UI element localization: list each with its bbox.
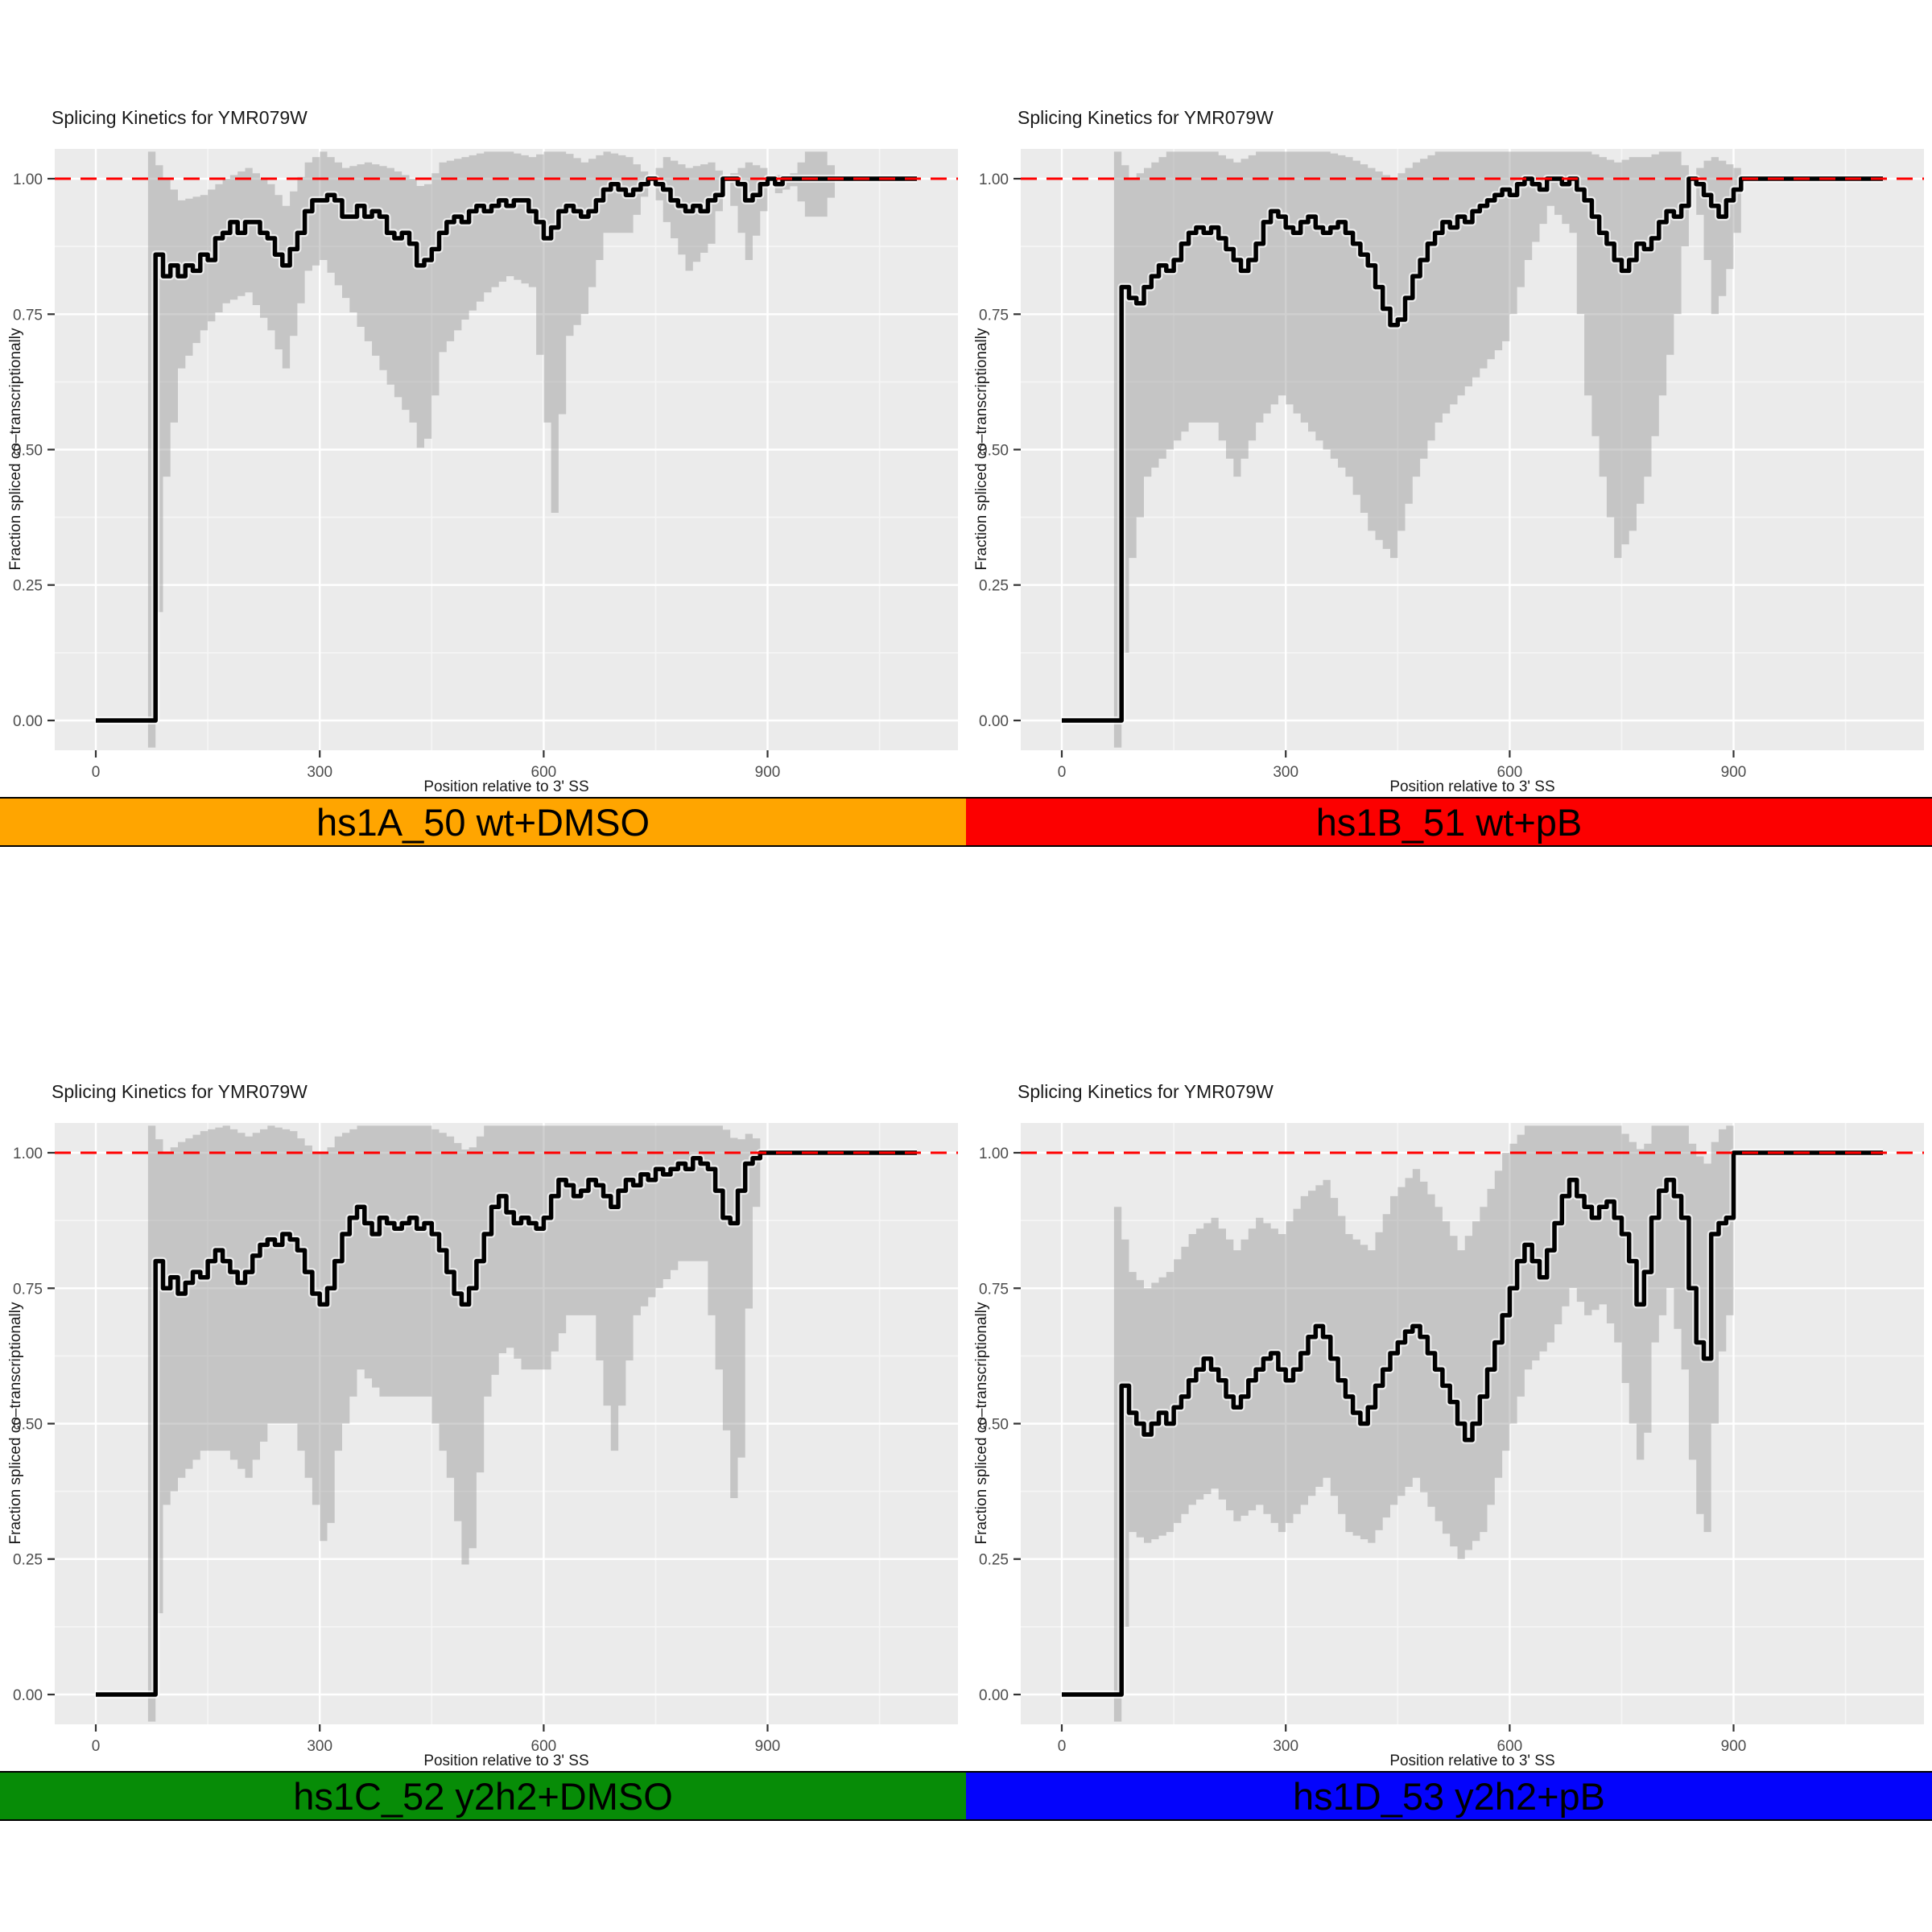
y-axis-label: Fraction spliced co–transcriptionally xyxy=(7,328,24,571)
svg-text:1.00: 1.00 xyxy=(13,171,43,188)
svg-text:900: 900 xyxy=(755,1738,781,1755)
svg-text:0.50: 0.50 xyxy=(979,1417,1009,1434)
x-axis-label: Position relative to 3' SS xyxy=(423,778,589,795)
banner-hs1a-50-wt-dmso: hs1A_50 wt+DMSO xyxy=(0,797,966,847)
svg-text:0.00: 0.00 xyxy=(979,713,1009,730)
svg-text:300: 300 xyxy=(1273,764,1298,781)
svg-text:1.00: 1.00 xyxy=(979,1146,1009,1162)
svg-text:0.50: 0.50 xyxy=(979,443,1009,460)
svg-text:0: 0 xyxy=(1058,764,1067,781)
svg-text:0: 0 xyxy=(92,1738,101,1755)
subplot-hs1d-53-y2h2-pb: 0 300 600 900 0.00 0.25 0.50 0.75 1.00 Splicing … xyxy=(966,1067,1932,1779)
plot-title: Splicing Kinetics for YMR079W xyxy=(1018,107,1274,128)
svg-text:0.25: 0.25 xyxy=(13,578,43,595)
subplot-hs1a-50-wt-dmso: 0 300 600 900 0.00 0.25 0.50 0.75 1.00 Splicing … xyxy=(0,93,966,805)
svg-text:0.00: 0.00 xyxy=(13,713,43,730)
svg-text:900: 900 xyxy=(755,764,781,781)
chart-plot-area: 0 300 600 900 0.00 0.25 0.50 0.75 1.00 xyxy=(979,149,1924,781)
svg-text:0.00: 0.00 xyxy=(13,1687,43,1704)
svg-text:0.75: 0.75 xyxy=(979,307,1009,324)
svg-text:300: 300 xyxy=(307,764,332,781)
svg-text:0: 0 xyxy=(92,764,101,781)
svg-text:0.25: 0.25 xyxy=(979,1552,1009,1569)
y-axis-label: Fraction spliced co–transcriptionally xyxy=(7,1302,24,1545)
x-axis-label: Position relative to 3' SS xyxy=(423,1752,589,1769)
y-axis-label: Fraction spliced co–transcriptionally xyxy=(973,1302,990,1545)
chart-plot-area: 0 300 600 900 0.00 0.25 0.50 0.75 1.00 xyxy=(13,149,958,781)
svg-text:0.75: 0.75 xyxy=(979,1281,1009,1298)
svg-text:0.75: 0.75 xyxy=(13,1281,43,1298)
svg-text:0.50: 0.50 xyxy=(13,443,43,460)
plot-title: Splicing Kinetics for YMR079W xyxy=(1018,1081,1274,1102)
svg-text:300: 300 xyxy=(307,1738,332,1755)
svg-text:0.75: 0.75 xyxy=(13,307,43,324)
x-axis-label: Position relative to 3' SS xyxy=(1389,778,1555,795)
svg-text:0.25: 0.25 xyxy=(979,578,1009,595)
y-axis-label: Fraction spliced co–transcriptionally xyxy=(973,328,990,571)
banner-hs1b-51-wt-pb: hs1B_51 wt+pB xyxy=(966,797,1932,847)
svg-text:600: 600 xyxy=(531,1738,557,1755)
plot-title: Splicing Kinetics for YMR079W xyxy=(52,107,308,128)
svg-text:0.00: 0.00 xyxy=(979,1687,1009,1704)
svg-text:1.00: 1.00 xyxy=(13,1146,43,1162)
svg-text:900: 900 xyxy=(1721,1738,1747,1755)
subplot-hs1c-52-y2h2-dmso: 0 300 600 900 0.00 0.25 0.50 0.75 1.00 Splicing … xyxy=(0,1067,966,1779)
svg-text:300: 300 xyxy=(1273,1738,1298,1755)
svg-text:0.50: 0.50 xyxy=(13,1417,43,1434)
chart-plot-area: 0 300 600 900 0.00 0.25 0.50 0.75 1.00 xyxy=(13,1123,958,1755)
svg-text:600: 600 xyxy=(1497,1738,1523,1755)
svg-text:0.25: 0.25 xyxy=(13,1552,43,1569)
svg-text:1.00: 1.00 xyxy=(979,171,1009,188)
svg-text:600: 600 xyxy=(531,764,557,781)
svg-text:600: 600 xyxy=(1497,764,1523,781)
subplot-hs1b-51-wt-pb: 0 300 600 900 0.00 0.25 0.50 0.75 1.00 Splicing … xyxy=(966,93,1932,805)
svg-text:0: 0 xyxy=(1058,1738,1067,1755)
plot-title: Splicing Kinetics for YMR079W xyxy=(52,1081,308,1102)
banner-hs1c-52-y2h2-dmso: hs1C_52 y2h2+DMSO xyxy=(0,1771,966,1821)
chart-plot-area: 0 300 600 900 0.00 0.25 0.50 0.75 1.00 xyxy=(979,1123,1924,1755)
x-axis-label: Position relative to 3' SS xyxy=(1389,1752,1555,1769)
banner-hs1d-53-y2h2-pb: hs1D_53 y2h2+pB xyxy=(966,1771,1932,1821)
svg-text:900: 900 xyxy=(1721,764,1747,781)
